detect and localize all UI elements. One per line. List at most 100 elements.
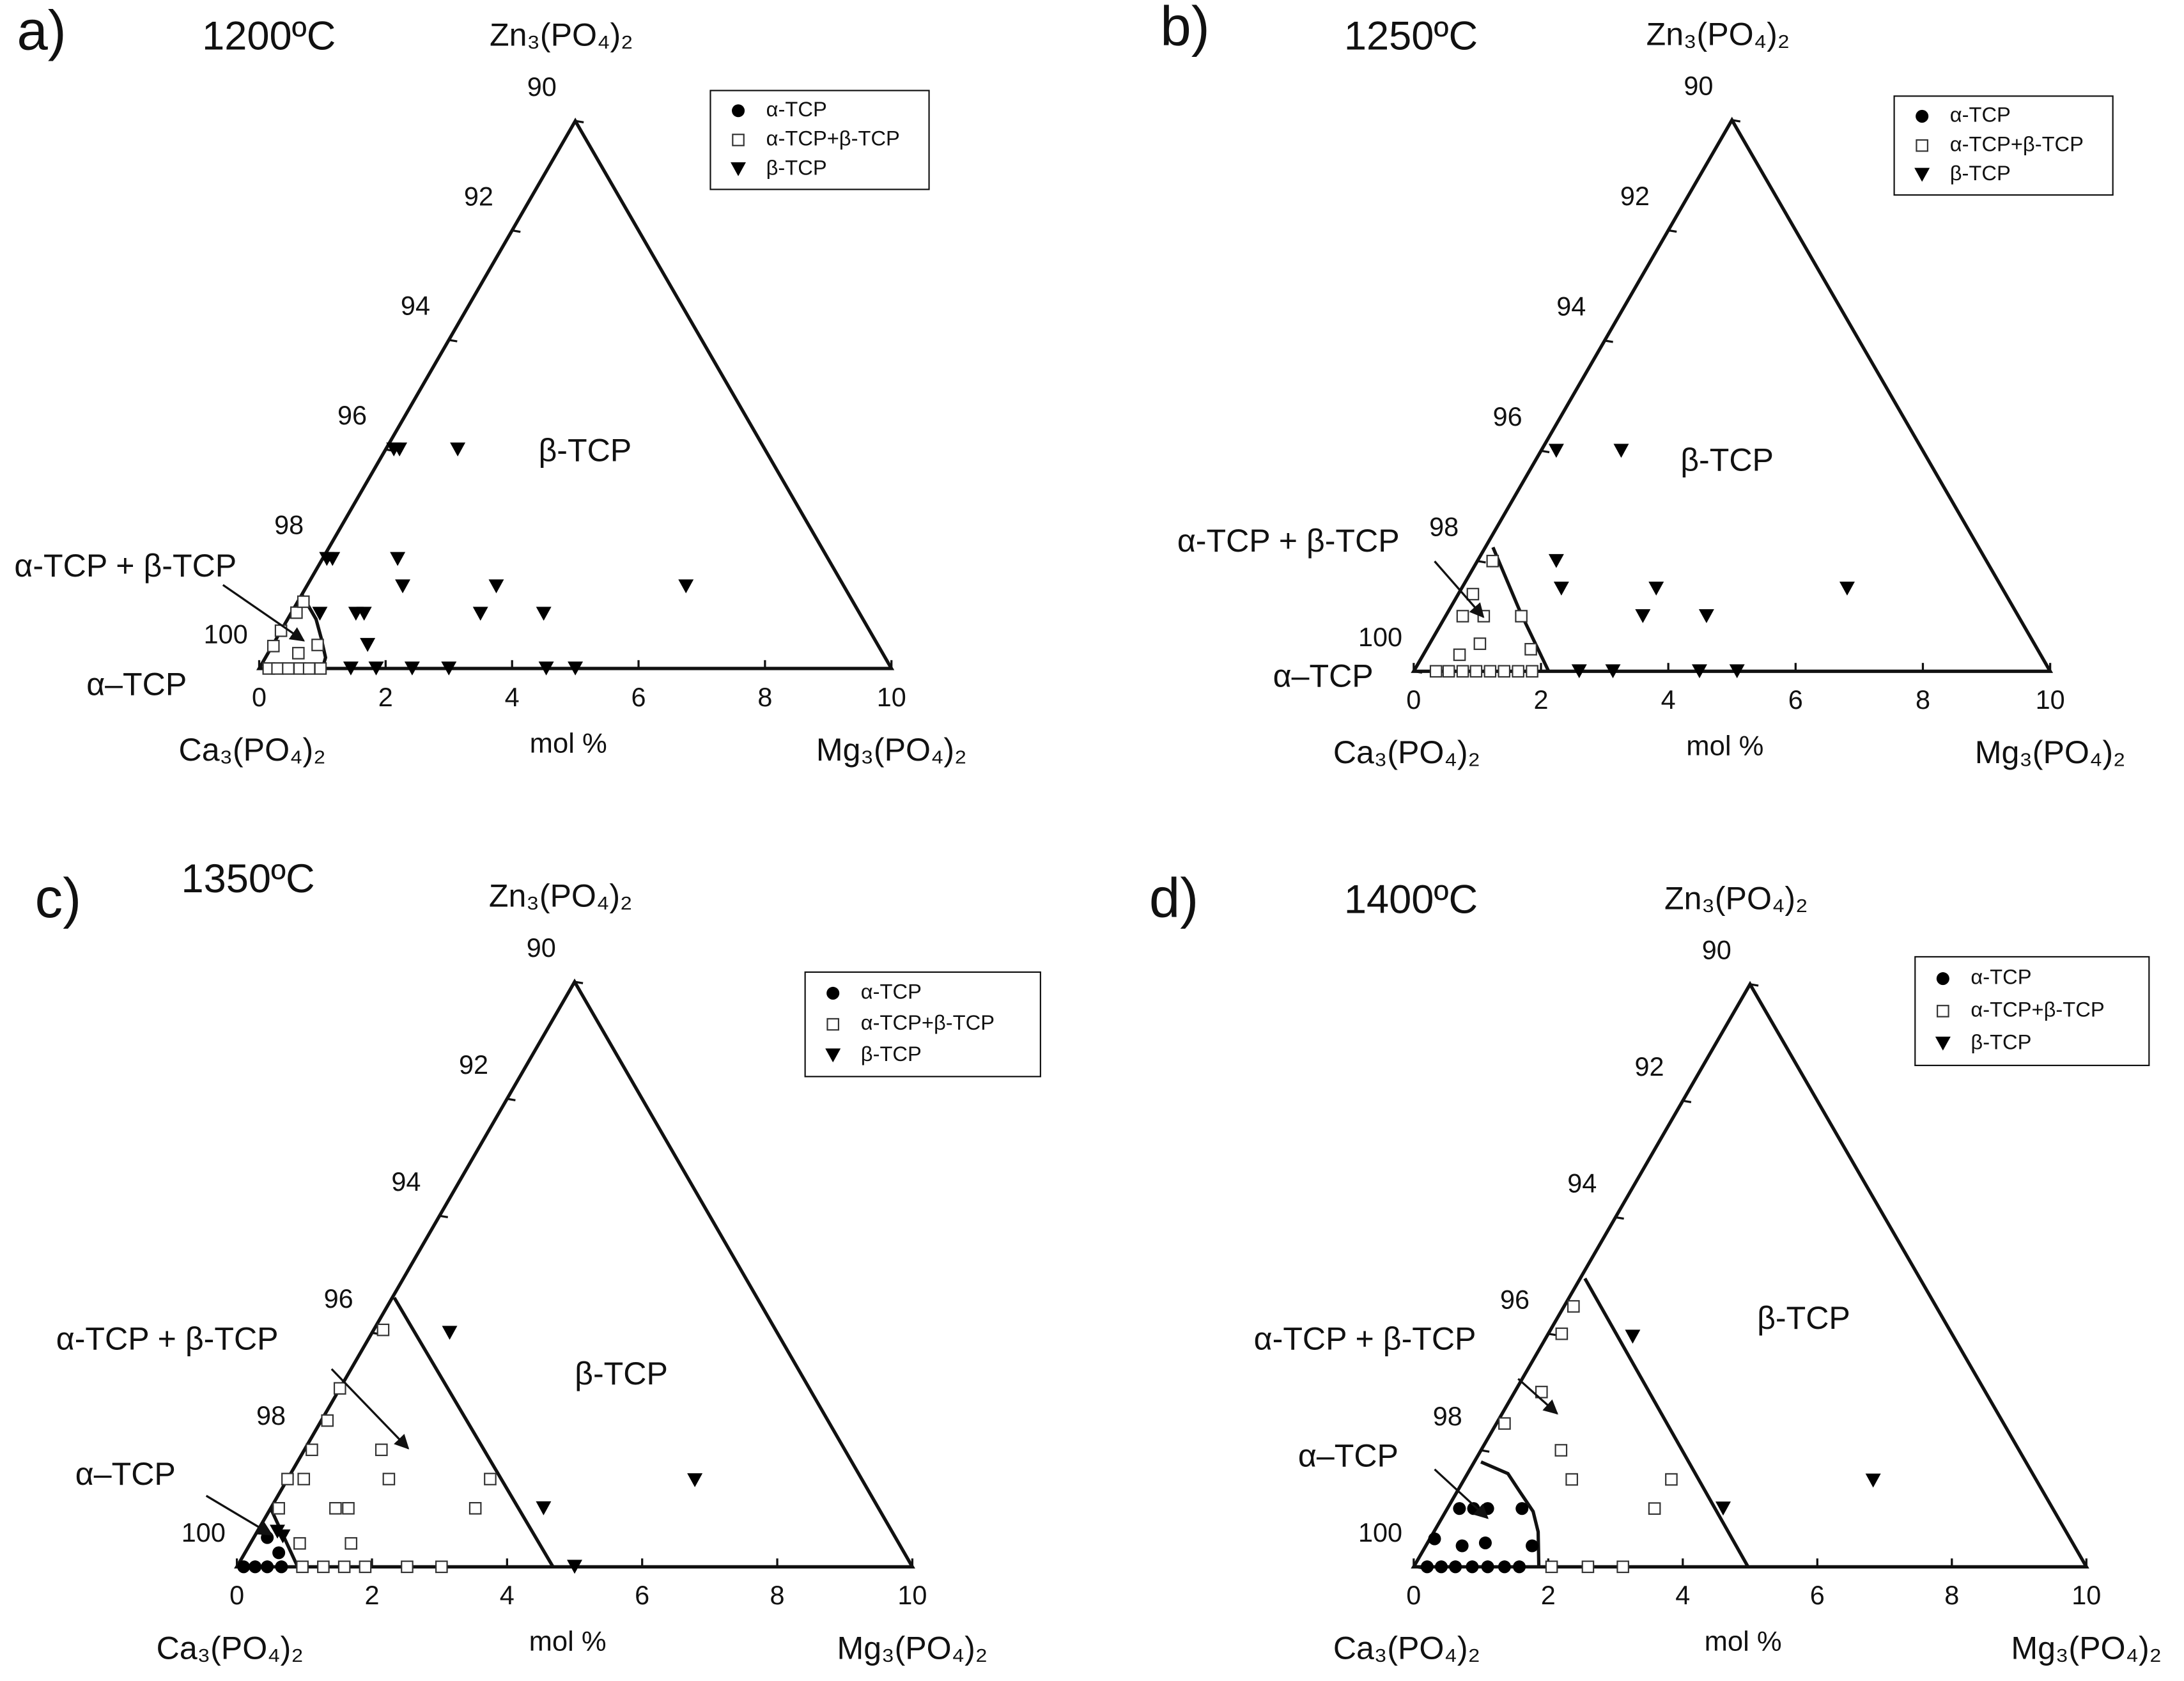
- data-point: [1553, 582, 1569, 596]
- data-point: [333, 1382, 346, 1395]
- data-point: [401, 1560, 414, 1574]
- region-label: β-TCP: [1757, 1300, 1850, 1336]
- data-point: [1429, 665, 1443, 678]
- x-tick-label: 8: [757, 683, 772, 712]
- data-point: [297, 595, 310, 608]
- y-tick: [575, 120, 584, 123]
- data-point: [1481, 1560, 1494, 1574]
- data-point: [292, 647, 305, 660]
- x-tick-label: 6: [635, 1581, 649, 1610]
- data-point: [1466, 1560, 1479, 1574]
- y-tick-label: 98: [256, 1401, 286, 1430]
- data-point: [1715, 1501, 1731, 1516]
- legend-label: α-TCP+β-TCP: [766, 127, 900, 150]
- panel-label: a): [17, 0, 66, 61]
- data-point: [293, 1537, 306, 1550]
- axis-label: mol %: [530, 728, 607, 759]
- data-point: [678, 579, 694, 594]
- data-point: [567, 1560, 583, 1574]
- panel-title: 1350ºC: [181, 856, 314, 901]
- phase-boundary: [1480, 1460, 1541, 1567]
- data-point: [337, 1560, 351, 1574]
- data-point: [536, 1501, 552, 1515]
- data-point: [296, 1560, 309, 1574]
- corner-label: Mg₃(PO₄)₂: [2011, 1630, 2162, 1666]
- data-point: [1442, 665, 1455, 678]
- triangle-frame: [1411, 980, 2089, 1569]
- corner-label: Mg₃(PO₄)₂: [1975, 734, 2126, 770]
- x-tick-label: 2: [378, 683, 393, 712]
- data-point: [272, 1501, 285, 1515]
- corner-label: Zn₃(PO₄)₂: [490, 17, 633, 53]
- legend-marker: [1914, 167, 1930, 182]
- region-label: α–TCP: [86, 666, 187, 702]
- region-label: α-TCP + β-TCP: [14, 548, 236, 584]
- data-point: [342, 1501, 355, 1515]
- legend-marker: [731, 162, 747, 176]
- legend-box: [1914, 956, 2150, 1066]
- region-label: β-TCP: [575, 1356, 668, 1391]
- panel-title: 1250ºC: [1344, 14, 1478, 59]
- phase-boundary: [300, 593, 328, 669]
- y-tick-label: 90: [1702, 936, 1731, 965]
- data-point: [1545, 1560, 1558, 1574]
- corner-label: Mg₃(PO₄)₂: [837, 1630, 988, 1666]
- x-tick-label: 8: [1916, 685, 1930, 715]
- x-tick-label: 8: [1944, 1581, 1959, 1610]
- data-point: [343, 662, 359, 676]
- data-point: [450, 442, 466, 457]
- corner-label: Zn₃(PO₄)₂: [489, 878, 633, 914]
- data-point: [1428, 1532, 1441, 1545]
- data-point: [290, 606, 303, 619]
- y-tick: [1749, 983, 1759, 987]
- corner-label: Mg₃(PO₄)₂: [816, 732, 967, 768]
- panel-title: 1200ºC: [202, 14, 336, 59]
- phase-boundary: [1583, 1277, 1750, 1568]
- x-tick-label: 0: [229, 1581, 244, 1610]
- data-point: [1420, 1560, 1434, 1574]
- y-tick: [1413, 670, 1423, 674]
- y-tick: [1477, 560, 1486, 564]
- legend-label: α-TCP: [861, 980, 922, 1003]
- x-tick-label: 10: [897, 1581, 927, 1610]
- x-tick-label: 0: [252, 683, 267, 712]
- y-tick-label: 98: [1433, 1402, 1462, 1431]
- y-tick-label: 96: [324, 1284, 353, 1313]
- data-point: [484, 1473, 497, 1485]
- data-point: [249, 1560, 262, 1574]
- x-tick-label: 2: [364, 1581, 379, 1610]
- data-point: [1648, 582, 1664, 596]
- legend-marker: [1916, 109, 1929, 123]
- data-point: [390, 552, 406, 566]
- triangle-frame: [1411, 116, 2054, 673]
- y-tick: [1682, 1099, 1692, 1103]
- x-tick-label: 8: [770, 1581, 785, 1610]
- y-tick-label: 92: [1620, 182, 1650, 211]
- x-tick-label: 0: [1406, 1581, 1421, 1610]
- legend-label: α-TCP: [1950, 103, 2011, 127]
- data-point: [1513, 1560, 1526, 1574]
- data-point: [1453, 648, 1466, 662]
- y-tick: [448, 339, 458, 343]
- x-tick-label: 10: [877, 683, 906, 712]
- data-point: [1535, 1386, 1548, 1398]
- data-point: [312, 607, 328, 621]
- data-point: [1571, 664, 1587, 679]
- legend-label: α-TCP+β-TCP: [1950, 132, 2084, 155]
- legend-label: β-TCP: [1971, 1030, 2031, 1053]
- annotation-arrow: [222, 584, 306, 642]
- y-tick: [1548, 1333, 1557, 1336]
- data-point: [469, 1501, 482, 1515]
- data-point: [1665, 1473, 1678, 1486]
- panel-title: 1400ºC: [1344, 878, 1478, 922]
- data-point: [441, 662, 457, 676]
- corner-label: Ca₃(PO₄)₂: [157, 1630, 304, 1666]
- data-point: [568, 662, 584, 676]
- x-tick-label: 6: [1810, 1581, 1825, 1610]
- y-tick-label: 100: [204, 620, 248, 649]
- data-point: [1515, 610, 1528, 623]
- y-tick-label: 92: [459, 1050, 488, 1080]
- y-tick-label: 94: [401, 291, 430, 321]
- data-point: [272, 1546, 286, 1560]
